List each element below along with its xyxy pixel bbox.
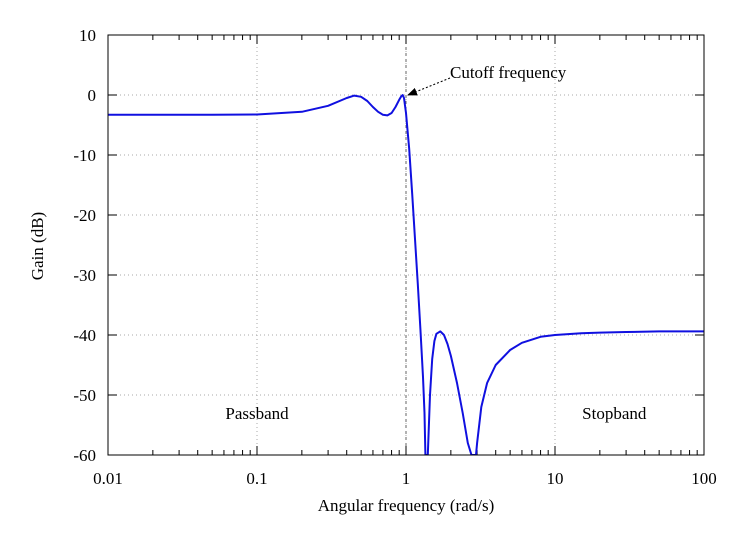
grid-lines [108, 35, 704, 455]
annotation-cutoff-frequency: Cutoff frequency [450, 63, 567, 82]
annotation-passband: Passband [225, 404, 289, 423]
x-tick-label: 10 [547, 469, 564, 488]
y-tick-label: -30 [73, 266, 96, 285]
y-axis-label: Gain (dB) [28, 212, 47, 280]
y-tick-label: -50 [73, 386, 96, 405]
annotations: Cutoff frequency Passband Stopband [225, 63, 647, 423]
series-group [108, 94, 704, 455]
x-tick-label: 1 [402, 469, 411, 488]
x-tick-label: 100 [691, 469, 717, 488]
y-tick-label: -10 [73, 146, 96, 165]
y-tick-labels: 10 0 -10 -20 -30 -40 -50 -60 [73, 26, 96, 465]
x-tick-label: 0.01 [93, 469, 123, 488]
annotation-stopband: Stopband [582, 404, 647, 423]
y-tick-label: 10 [79, 26, 96, 45]
y-tick-label: -60 [73, 446, 96, 465]
x-tick-labels: 0.01 0.1 1 10 100 [93, 469, 717, 488]
x-tick-label: 0.1 [246, 469, 267, 488]
plot-frame [107, 34, 705, 456]
annotation-arrow [407, 77, 451, 96]
y-tick-label: -40 [73, 326, 96, 345]
x-axis-label: Angular frequency (rad/s) [318, 496, 495, 515]
y-tick-label: 0 [88, 86, 97, 105]
y-tick-label: -20 [73, 206, 96, 225]
series-line [108, 94, 704, 455]
